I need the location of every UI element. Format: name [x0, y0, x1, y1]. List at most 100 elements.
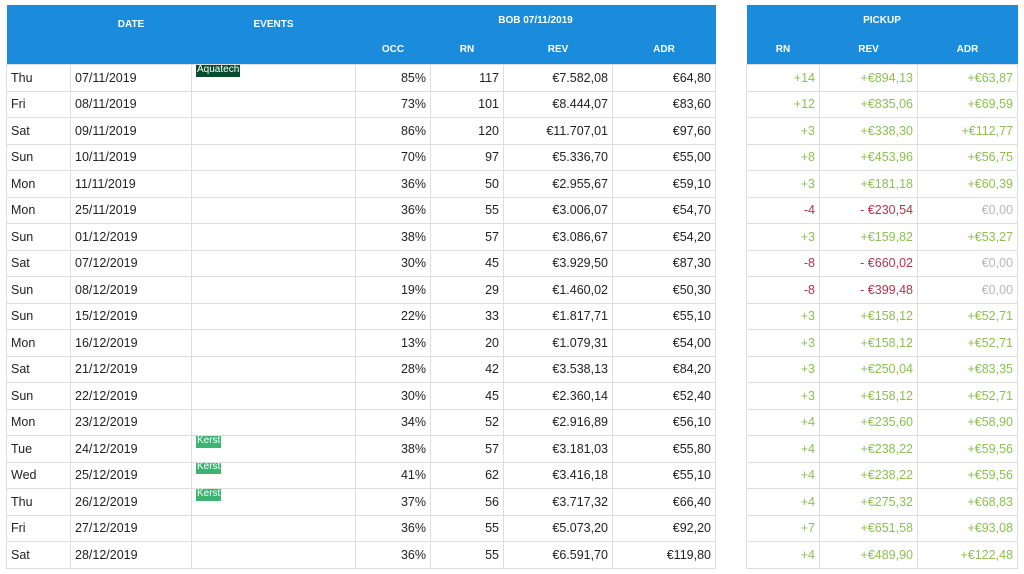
- table-row: Fri 27/12/2019 36% 55 €5.073,20 €92,20: [6, 514, 716, 542]
- pickup-adr-cell: €0,00: [916, 249, 1019, 277]
- day-cell: Mon: [6, 170, 71, 198]
- occ-cell: 13%: [355, 329, 431, 357]
- pickup-rev-cell: +€238,22: [819, 435, 918, 463]
- pickup-row: +3 +€338,30 +€112,77: [746, 117, 1019, 145]
- rev-cell: €3.717,32: [503, 488, 613, 516]
- table-row: Thu 07/11/2019 Aquatech 85% 117 €7.582,08 €64,…: [6, 64, 716, 92]
- pickup-rn-cell: +14: [746, 64, 820, 92]
- date-cell: 10/11/2019: [70, 143, 192, 171]
- rev-cell: €5.073,20: [503, 514, 613, 542]
- table-row: Sun 15/12/2019 22% 33 €1.817,71 €55,10: [6, 302, 716, 330]
- date-cell: 24/12/2019: [70, 435, 192, 463]
- rn-cell: 20: [430, 329, 504, 357]
- pickup-adr-cell: +€122,48: [916, 541, 1019, 569]
- pickup-rn-cell: +4: [746, 435, 820, 463]
- pickup-rn-cell: -4: [746, 196, 820, 224]
- date-cell: 23/12/2019: [70, 408, 192, 436]
- pickup-rev-cell: +€158,12: [819, 329, 918, 357]
- pickup-row: +14 +€894,13 +€63,87: [746, 64, 1019, 92]
- day-cell: Sat: [6, 249, 71, 277]
- date-cell: 21/12/2019: [70, 355, 192, 383]
- pickup-rev-cell: +€275,32: [819, 488, 918, 516]
- day-cell: Sat: [6, 541, 71, 569]
- occ-cell: 85%: [355, 64, 431, 92]
- rev-cell: €11.707,01: [503, 117, 613, 145]
- pickup-rn-cell: +8: [746, 143, 820, 171]
- pickup-rn-cell: +3: [746, 382, 820, 410]
- pickup-adr-cell: +€112,77: [916, 117, 1019, 145]
- date-cell: 08/11/2019: [70, 90, 192, 118]
- table-row: Thu 26/12/2019 Kerst 37% 56 €3.717,32 €66,40: [6, 488, 716, 516]
- event-cell: [191, 276, 356, 304]
- occ-cell: 28%: [355, 355, 431, 383]
- pickup-rn-cell: +3: [746, 223, 820, 251]
- header-rev: REV: [503, 35, 613, 65]
- event-cell: Kerst: [191, 488, 356, 516]
- pickup-adr-cell: +€53,27: [916, 223, 1019, 251]
- occ-cell: 38%: [355, 435, 431, 463]
- pickup-title: PICKUP: [746, 5, 1018, 35]
- rn-cell: 42: [430, 355, 504, 383]
- event-badge: Aquatech: [196, 64, 241, 77]
- pickup-rev-cell: - €230,54: [819, 196, 918, 224]
- rev-cell: €3.181,03: [503, 435, 613, 463]
- table-row: Sun 08/12/2019 19% 29 €1.460,02 €50,30: [6, 276, 716, 304]
- occ-cell: 30%: [355, 382, 431, 410]
- date-cell: 25/11/2019: [70, 196, 192, 224]
- pickup-rev-cell: +€338,30: [819, 117, 918, 145]
- pickup-header-adr: ADR: [917, 35, 1018, 65]
- pickup-rn-cell: +3: [746, 302, 820, 330]
- rev-cell: €1.460,02: [503, 276, 613, 304]
- pickup-table: PICKUP RN REV ADR +14 +€894,13 +€63,87 +12 +…: [746, 5, 1019, 569]
- day-cell: Sun: [6, 223, 71, 251]
- day-cell: Fri: [6, 90, 71, 118]
- event-cell: [191, 196, 356, 224]
- pickup-rev-cell: +€158,12: [819, 382, 918, 410]
- rev-cell: €3.086,67: [503, 223, 613, 251]
- pickup-rev-cell: +€250,04: [819, 355, 918, 383]
- day-cell: Thu: [6, 488, 71, 516]
- date-cell: 22/12/2019: [70, 382, 192, 410]
- pickup-rn-cell: +4: [746, 461, 820, 489]
- table-row: Mon 16/12/2019 13% 20 €1.079,31 €54,00: [6, 329, 716, 357]
- adr-cell: €92,20: [612, 514, 716, 542]
- date-cell: 16/12/2019: [70, 329, 192, 357]
- pickup-rev-cell: +€651,58: [819, 514, 918, 542]
- day-cell: Fri: [6, 514, 71, 542]
- pickup-rn-cell: +4: [746, 541, 820, 569]
- pickup-adr-cell: €0,00: [916, 196, 1019, 224]
- pickup-adr-cell: +€52,71: [916, 329, 1019, 357]
- rev-cell: €3.538,13: [503, 355, 613, 383]
- pickup-rev-cell: +€489,90: [819, 541, 918, 569]
- rn-cell: 120: [430, 117, 504, 145]
- table-row: Mon 11/11/2019 36% 50 €2.955,67 €59,10: [6, 170, 716, 198]
- rev-cell: €2.916,89: [503, 408, 613, 436]
- day-cell: Sat: [6, 355, 71, 383]
- pickup-adr-cell: +€58,90: [916, 408, 1019, 436]
- pickup-row: -4- €230,54 €0,00: [746, 196, 1019, 224]
- rn-cell: 117: [430, 64, 504, 92]
- occ-cell: 36%: [355, 196, 431, 224]
- day-cell: Sat: [6, 117, 71, 145]
- adr-cell: €87,30: [612, 249, 716, 277]
- pickup-row: +3 +€159,82 +€53,27: [746, 223, 1019, 251]
- date-cell: 07/11/2019: [70, 64, 192, 92]
- day-cell: Wed: [6, 461, 71, 489]
- pickup-adr-cell: +€60,39: [916, 170, 1019, 198]
- pickup-row: +4 +€238,22 +€59,56: [746, 435, 1019, 463]
- event-cell: [191, 302, 356, 330]
- event-cell: [191, 329, 356, 357]
- pickup-rn-cell: +7: [746, 514, 820, 542]
- table-row: Sun 22/12/2019 30% 45 €2.360,14 €52,40: [6, 382, 716, 410]
- table-row: Sat 09/11/2019 86% 120 €11.707,01 €97,60: [6, 117, 716, 145]
- event-cell: Aquatech: [191, 64, 356, 92]
- day-cell: Sun: [6, 143, 71, 171]
- pickup-adr-cell: +€56,75: [916, 143, 1019, 171]
- adr-cell: €97,60: [612, 117, 716, 145]
- rn-cell: 56: [430, 488, 504, 516]
- pickup-rn-cell: +4: [746, 408, 820, 436]
- pickup-row: +4 +€489,90 +€122,48: [746, 541, 1019, 569]
- pickup-adr-cell: +€52,71: [916, 302, 1019, 330]
- occ-cell: 36%: [355, 170, 431, 198]
- rev-cell: €2.360,14: [503, 382, 613, 410]
